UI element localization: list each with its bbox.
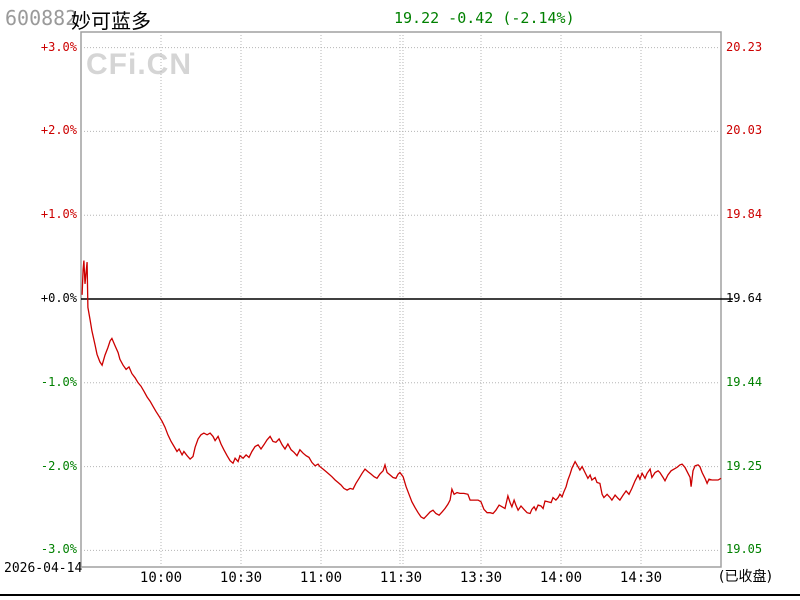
y-axis-label-left: +1.0% xyxy=(40,207,77,222)
y-axis-label-left: -3.0% xyxy=(40,542,77,557)
x-axis-label: 14:00 xyxy=(539,570,583,586)
y-axis-label-left: +2.0% xyxy=(40,123,77,138)
x-axis-label: 11:00 xyxy=(299,570,343,586)
y-axis-label-right: 20.23 xyxy=(726,39,763,54)
x-axis-label: 10:30 xyxy=(219,570,263,586)
stock-name: 妙可蓝多 xyxy=(71,9,151,33)
y-axis-label-right: 19.05 xyxy=(726,542,763,557)
y-axis-label-left: +3.0% xyxy=(40,39,77,54)
x-axis-label: 10:00 xyxy=(139,570,183,586)
price-line xyxy=(81,260,722,520)
y-axis-label-right: 19.84 xyxy=(726,207,763,222)
x-axis-label: 13:30 xyxy=(459,570,503,586)
x-axis-label: 11:30 xyxy=(379,570,423,586)
market-status-badge: (已收盘) xyxy=(719,569,772,585)
y-axis-label-right: 19.25 xyxy=(726,458,763,473)
y-axis-label-right: 19.64 xyxy=(726,291,763,305)
cfi-watermark: CFi.CN xyxy=(86,48,192,81)
y-axis-label-right: 19.44 xyxy=(726,374,763,389)
y-axis-label-right: 20.03 xyxy=(726,123,763,138)
y-axis-label-left: +0.0% xyxy=(40,291,77,305)
x-axis-label: 14:30 xyxy=(619,570,663,586)
quote-summary: 19.22 -0.42 (-2.14%) xyxy=(394,9,575,27)
y-axis-label-left: -2.0% xyxy=(40,458,77,473)
trade-date: 2026-04-14 xyxy=(4,561,83,576)
stock-code: 600882 xyxy=(5,6,78,30)
bottom-divider xyxy=(0,594,800,596)
y-axis-label-left: -1.0% xyxy=(40,374,77,389)
